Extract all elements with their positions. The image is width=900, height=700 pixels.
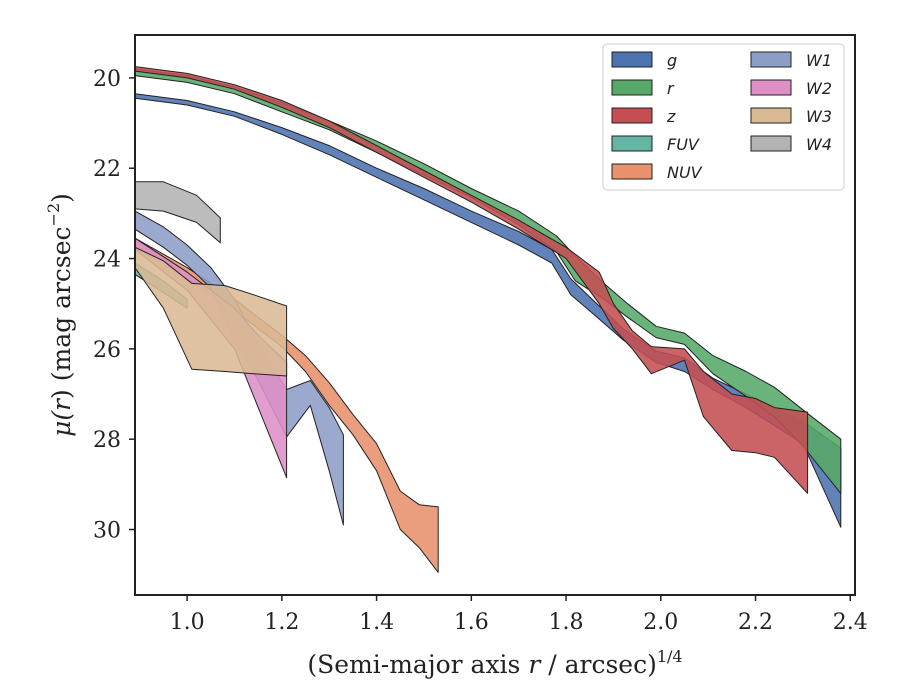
legend-swatch-w2 (750, 79, 792, 96)
band-g (134, 93, 842, 528)
band-w3 (134, 246, 288, 377)
legend-swatch-r (611, 79, 653, 96)
y-tick-label: 24 (93, 248, 121, 273)
y-axis-label-end: ) (47, 193, 76, 203)
y-tick-label: 22 (93, 157, 121, 182)
x-tick-label: 1.0 (170, 610, 205, 635)
y-tick-label: 28 (93, 428, 121, 453)
legend-swatch-w3 (750, 107, 792, 124)
y-tick-label: 26 (93, 338, 121, 363)
legend-swatch-w4 (750, 135, 792, 152)
x-axis-ticks: 1.0 1.2 1.4 1.6 1.8 2.0 2.2 2.4 (170, 595, 868, 635)
y-axis-label-mu: μ( (47, 410, 76, 437)
y-tick-label: 20 (93, 67, 121, 92)
legend-label-nuv: NUV (667, 163, 703, 182)
x-axis-label-suffix: / arcsec) (540, 650, 657, 679)
y-axis-ticks: 20 22 24 26 28 30 (93, 67, 135, 544)
legend: grz FUV NUV W1 W2 W3 W4 (602, 43, 845, 191)
x-axis-label: (Semi-major axis r / arcsec)1/4 (307, 647, 682, 679)
legend-label-g: g (667, 51, 677, 70)
plot-frame (134, 34, 856, 596)
x-tick-label: 2.0 (643, 610, 678, 635)
legend-label-w4: W4 (806, 135, 832, 154)
y-axis-label-var: r (47, 397, 76, 411)
x-axis-label-prefix: (Semi-major axis (307, 650, 528, 679)
x-tick-label: 1.4 (359, 610, 394, 635)
y-axis-label-mid: ) (mag arcsec (47, 226, 76, 399)
y-tick-label: 30 (93, 519, 121, 544)
x-tick-label: 1.6 (454, 610, 489, 635)
x-axis-label-var: r (528, 650, 542, 679)
legend-swatch-z (611, 107, 653, 124)
legend-label-w3: W3 (806, 107, 832, 126)
band-z (134, 66, 809, 494)
x-tick-label: 2.2 (738, 610, 773, 635)
legend-swatch-w1 (750, 51, 792, 68)
legend-label-z: z (666, 107, 676, 126)
legend-label-fuv: FUV (667, 135, 700, 154)
legend-swatch-fuv (611, 135, 653, 152)
legend-label-w1: W1 (806, 51, 832, 70)
x-axis-label-exponent: 1/4 (657, 647, 683, 666)
x-tick-label: 1.8 (549, 610, 584, 635)
band-w1 (134, 210, 344, 526)
legend-label-w2: W2 (806, 79, 832, 98)
legend-swatch-g (611, 51, 653, 68)
legend-swatch-nuv (611, 163, 653, 180)
y-axis-label-exponent: −2 (44, 203, 63, 227)
band-w4 (134, 181, 221, 244)
x-tick-label: 2.4 (833, 610, 868, 635)
legend-label-r: r (667, 79, 675, 98)
y-axis-label: μ(r) (mag arcsec−2) (44, 193, 76, 437)
x-tick-label: 1.2 (264, 610, 299, 635)
